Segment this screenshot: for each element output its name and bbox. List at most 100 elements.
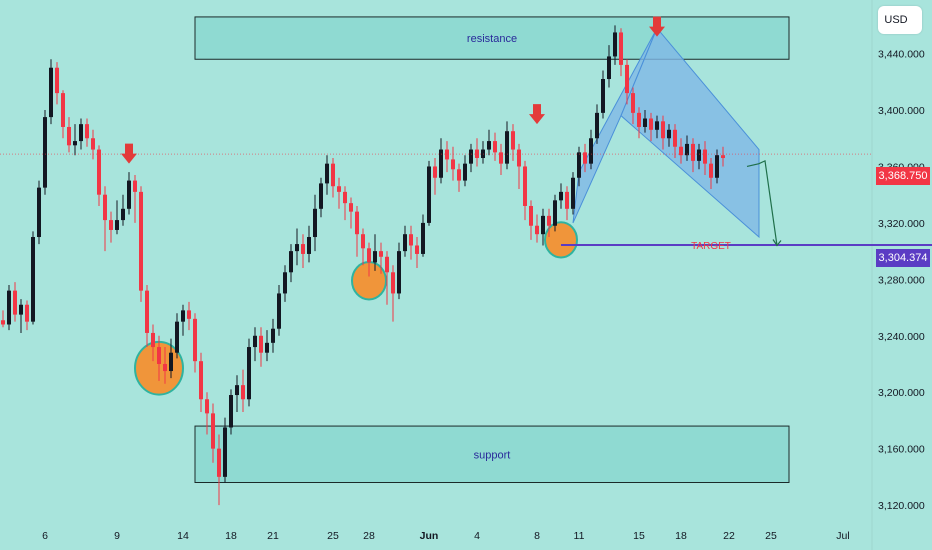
- candle-body: [667, 129, 671, 139]
- candle-body: [355, 211, 359, 235]
- candle-body: [589, 138, 593, 164]
- x-tick-label: 18: [675, 530, 687, 542]
- candle-body: [61, 93, 65, 127]
- candle-body: [547, 215, 551, 226]
- candle-body: [115, 220, 119, 230]
- candle-body: [31, 237, 35, 322]
- y-tick-label: 3,240.000: [878, 331, 925, 343]
- support-label: support: [474, 449, 511, 461]
- candle-body: [343, 191, 347, 204]
- candle-body: [205, 399, 209, 414]
- y-tick-label: 3,280.000: [878, 274, 925, 286]
- candle-body: [277, 293, 281, 329]
- x-tick-label: 6: [42, 530, 48, 542]
- highlight-circle[interactable]: [544, 221, 578, 259]
- candle-body: [541, 215, 545, 235]
- candle-body: [289, 251, 293, 273]
- candle-body: [283, 272, 287, 294]
- candle-body: [439, 149, 443, 178]
- candle-body: [109, 220, 113, 230]
- candle-body: [223, 427, 227, 477]
- x-tick-label: 9: [114, 530, 120, 542]
- resistance-zone[interactable]: [194, 16, 790, 60]
- candle-body: [391, 272, 395, 294]
- support-zone[interactable]: [194, 425, 790, 483]
- candle-body: [307, 237, 311, 254]
- y-tick-label: 3,400.000: [878, 105, 925, 117]
- x-tick-label: 21: [267, 530, 279, 542]
- candle-body: [403, 234, 407, 252]
- candle-body: [397, 251, 401, 294]
- candle-body: [13, 290, 17, 315]
- currency-selector-button[interactable]: USD: [878, 6, 922, 34]
- x-tick-label: 18: [225, 530, 237, 542]
- down-arrow-icon: [649, 16, 665, 37]
- candle-body: [523, 166, 527, 206]
- candle-body: [517, 149, 521, 167]
- candle-body: [679, 146, 683, 156]
- candle-body: [703, 149, 707, 164]
- candle-body: [631, 93, 635, 113]
- y-tick-label: 3,120.000: [878, 500, 925, 512]
- candle-body: [103, 194, 107, 221]
- candle-body: [229, 395, 233, 428]
- y-tick-label: 3,440.000: [878, 49, 925, 61]
- candle-body: [637, 112, 641, 127]
- falling-channel[interactable]: [620, 27, 760, 239]
- candle-body: [55, 67, 59, 94]
- candle-body: [25, 304, 29, 322]
- candle-body: [505, 131, 509, 164]
- candle-body: [487, 141, 491, 150]
- candle-body: [655, 121, 659, 130]
- x-tick-label: 22: [723, 530, 735, 542]
- candle-body: [625, 64, 629, 94]
- candles-layer: [1, 25, 725, 506]
- candle-body: [73, 141, 77, 146]
- candle-body: [385, 256, 389, 273]
- projection-path[interactable]: [746, 159, 778, 246]
- candle-body: [91, 138, 95, 150]
- candle-body: [133, 180, 137, 192]
- candle-body: [367, 248, 371, 263]
- x-tick-label: 11: [574, 530, 585, 542]
- target-label: TARGET: [691, 241, 731, 252]
- last-price-label: 3,368.750: [876, 167, 930, 185]
- candle-body: [529, 205, 533, 226]
- x-axis[interactable]: 6 9 14 18 21 25 28 Jun 4 8 11 15 18 22 25 Jul: [42, 530, 850, 542]
- candle-body: [433, 166, 437, 178]
- x-tick-label: 25: [327, 530, 339, 542]
- candle-body: [325, 163, 329, 184]
- candle-body: [121, 208, 125, 221]
- candle-body: [553, 200, 557, 226]
- candle-body: [421, 222, 425, 254]
- candle-body: [145, 290, 149, 333]
- down-arrow-icon: [121, 143, 137, 164]
- candle-body: [193, 318, 197, 362]
- candle-body: [49, 67, 53, 118]
- candle-body: [661, 121, 665, 139]
- candle-body: [301, 244, 305, 254]
- candle-body: [211, 413, 215, 449]
- candle-body: [127, 180, 131, 209]
- candle-body: [175, 321, 179, 353]
- candle-body: [259, 335, 263, 353]
- candle-body: [619, 32, 623, 65]
- candle-body: [715, 155, 719, 178]
- candle-body: [247, 347, 251, 400]
- candle-body: [721, 155, 725, 159]
- down-arrow-icon: [529, 104, 545, 125]
- candle-body: [187, 310, 191, 319]
- candle-body: [235, 385, 239, 396]
- x-tick-label: 8: [534, 530, 540, 542]
- y-tick-label: 3,320.000: [878, 218, 925, 230]
- x-tick-label: Jun: [420, 530, 439, 542]
- candle-body: [349, 203, 353, 212]
- candle-body: [19, 304, 23, 315]
- candle-body: [319, 183, 323, 209]
- candle-body: [583, 152, 587, 164]
- candle-body: [511, 131, 515, 150]
- resistance-label: resistance: [467, 33, 517, 45]
- candle-body: [595, 112, 599, 139]
- candle-body: [499, 152, 503, 164]
